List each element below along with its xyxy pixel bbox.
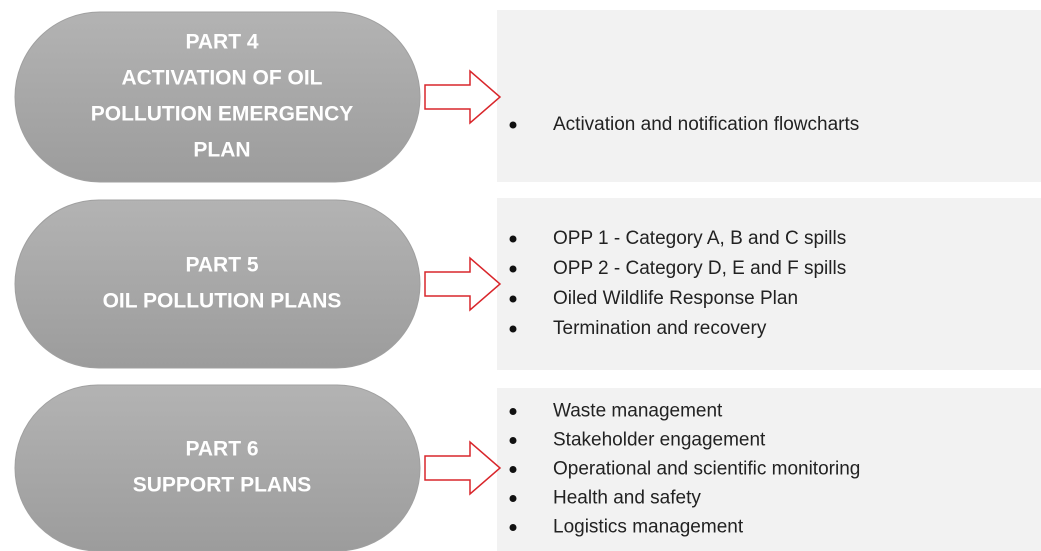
item-text: Health and safety [553, 488, 701, 509]
part-title-line: ACTIVATION OF OIL [121, 67, 322, 90]
item-text: Oiled Wildlife Response Plan [553, 288, 798, 309]
bullet [509, 235, 517, 243]
part-title-line: PART 4 [185, 31, 258, 54]
part-title-line: POLLUTION EMERGENCY [91, 103, 354, 126]
item-text: Activation and notification flowcharts [553, 114, 859, 135]
item-text: OPP 2 - Category D, E and F spills [553, 258, 846, 279]
bullet [509, 437, 517, 444]
arrow [424, 69, 502, 125]
bullet [509, 295, 517, 303]
arrow [424, 440, 502, 496]
part-pill [14, 384, 421, 551]
item-text: Operational and scientific monitoring [553, 459, 860, 480]
item-text: OPP 1 - Category A, B and C spills [553, 228, 846, 249]
part-pill [14, 199, 421, 369]
part-title-line: PART 6 [185, 438, 258, 461]
part-title-line: SUPPORT PLANS [133, 474, 312, 497]
bullet [509, 466, 517, 473]
bullet [509, 265, 517, 273]
item-text: Termination and recovery [553, 318, 767, 339]
part-title-line: PART 5 [185, 254, 258, 277]
part-title-line: PLAN [193, 139, 250, 162]
info-box [497, 10, 1041, 182]
item-text: Logistics management [553, 517, 744, 538]
bullet [509, 325, 517, 333]
bullet [509, 495, 517, 502]
bullet [509, 121, 517, 129]
bullet [509, 524, 517, 531]
info-box [497, 198, 1041, 370]
info-box [497, 388, 1041, 551]
bullet [509, 408, 517, 415]
part-pill [14, 11, 421, 183]
arrow [424, 256, 502, 312]
part-title-line: OIL POLLUTION PLANS [103, 290, 342, 313]
item-text: Stakeholder engagement [553, 430, 766, 451]
item-text: Waste management [553, 401, 723, 422]
